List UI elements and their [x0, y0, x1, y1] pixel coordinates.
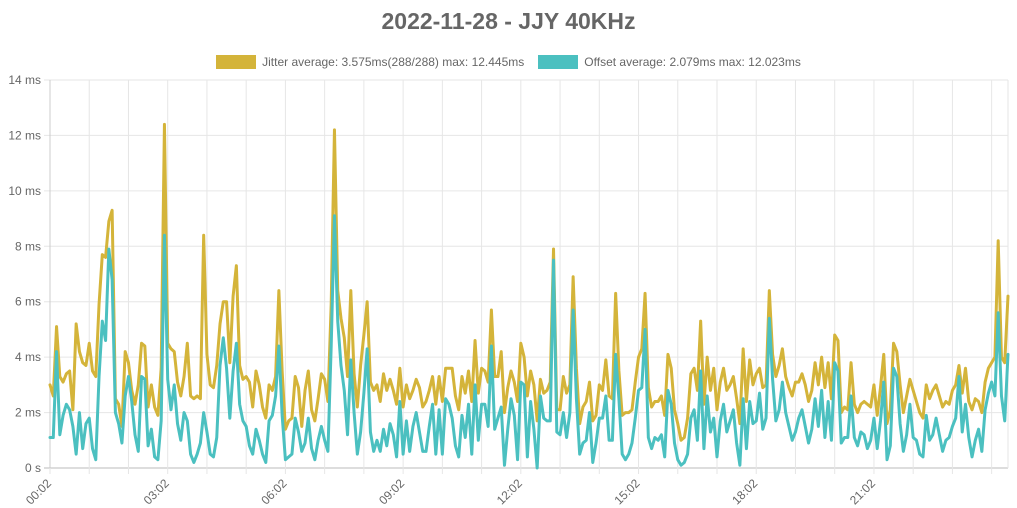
x-tick-label: 09:02: [376, 476, 407, 507]
x-tick-label: 00:02: [23, 476, 54, 507]
y-tick-label: 8 ms: [15, 239, 41, 253]
legend-item-offset[interactable]: Offset average: 2.079ms max: 12.023ms: [538, 55, 801, 69]
x-tick-label: 21:02: [847, 476, 878, 507]
series-line-jitter: [48, 122, 1010, 442]
x-tick-label: 03:02: [141, 476, 172, 507]
y-tick-label: 14 ms: [8, 73, 41, 87]
y-tick-label: 2 ms: [15, 406, 41, 420]
legend-label-offset: Offset average: 2.079ms max: 12.023ms: [584, 55, 801, 69]
y-tick-label: 4 ms: [15, 350, 41, 364]
y-tick-label: 6 ms: [15, 295, 41, 309]
legend-item-jitter[interactable]: Jitter average: 3.575ms(288/288) max: 12…: [216, 55, 524, 69]
legend-swatch-jitter: [216, 55, 257, 69]
x-tick-label: 18:02: [729, 476, 760, 507]
x-tick-label: 12:02: [494, 476, 525, 507]
x-tick-label: 06:02: [258, 476, 289, 507]
legend-swatch-offset: [538, 55, 579, 69]
y-tick-label: 12 ms: [8, 128, 41, 142]
chart-title: 2022-11-28 - JJY 40KHz: [381, 8, 636, 34]
legend-label-jitter: Jitter average: 3.575ms(288/288) max: 12…: [262, 55, 525, 69]
series-line-offset: [48, 214, 1010, 470]
legend: Jitter average: 3.575ms(288/288) max: 12…: [0, 55, 1017, 69]
y-tick-label: 0 s: [25, 461, 41, 475]
y-tick-label: 10 ms: [8, 184, 41, 198]
x-tick-label: 15:02: [612, 476, 643, 507]
